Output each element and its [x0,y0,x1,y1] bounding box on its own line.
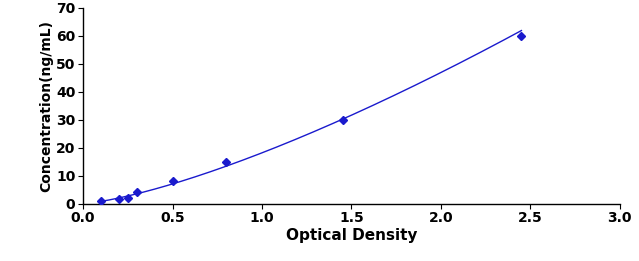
X-axis label: Optical Density: Optical Density [286,228,417,243]
Y-axis label: Concentration(ng/mL): Concentration(ng/mL) [39,20,53,192]
